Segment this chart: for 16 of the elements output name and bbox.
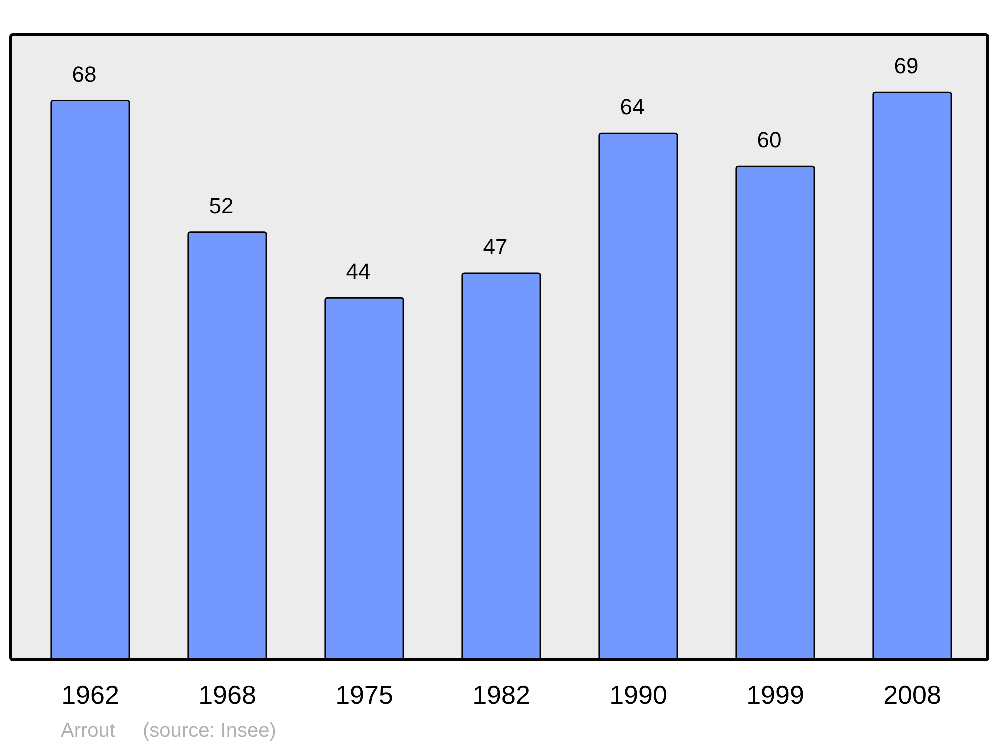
text: Arrout bbox=[61, 720, 116, 742]
x-tick-label: 2008 bbox=[884, 680, 942, 710]
x-tick-label: 1999 bbox=[746, 680, 804, 710]
x-tick-label: 1968 bbox=[198, 680, 256, 710]
x-tick-label: 1982 bbox=[472, 680, 530, 710]
x-tick-label: 1990 bbox=[610, 680, 668, 710]
x-tick-label: 1962 bbox=[62, 680, 120, 710]
data-label: 47 bbox=[483, 234, 508, 260]
data-label: 69 bbox=[894, 54, 919, 79]
data-label: 68 bbox=[72, 62, 97, 87]
x-tick-label: 1975 bbox=[336, 680, 394, 710]
data-label: 60 bbox=[757, 128, 782, 153]
data-label: 52 bbox=[209, 193, 234, 218]
data-label: 44 bbox=[346, 259, 371, 284]
text: (source: Insee) bbox=[143, 720, 276, 742]
data-label: 64 bbox=[620, 94, 645, 120]
